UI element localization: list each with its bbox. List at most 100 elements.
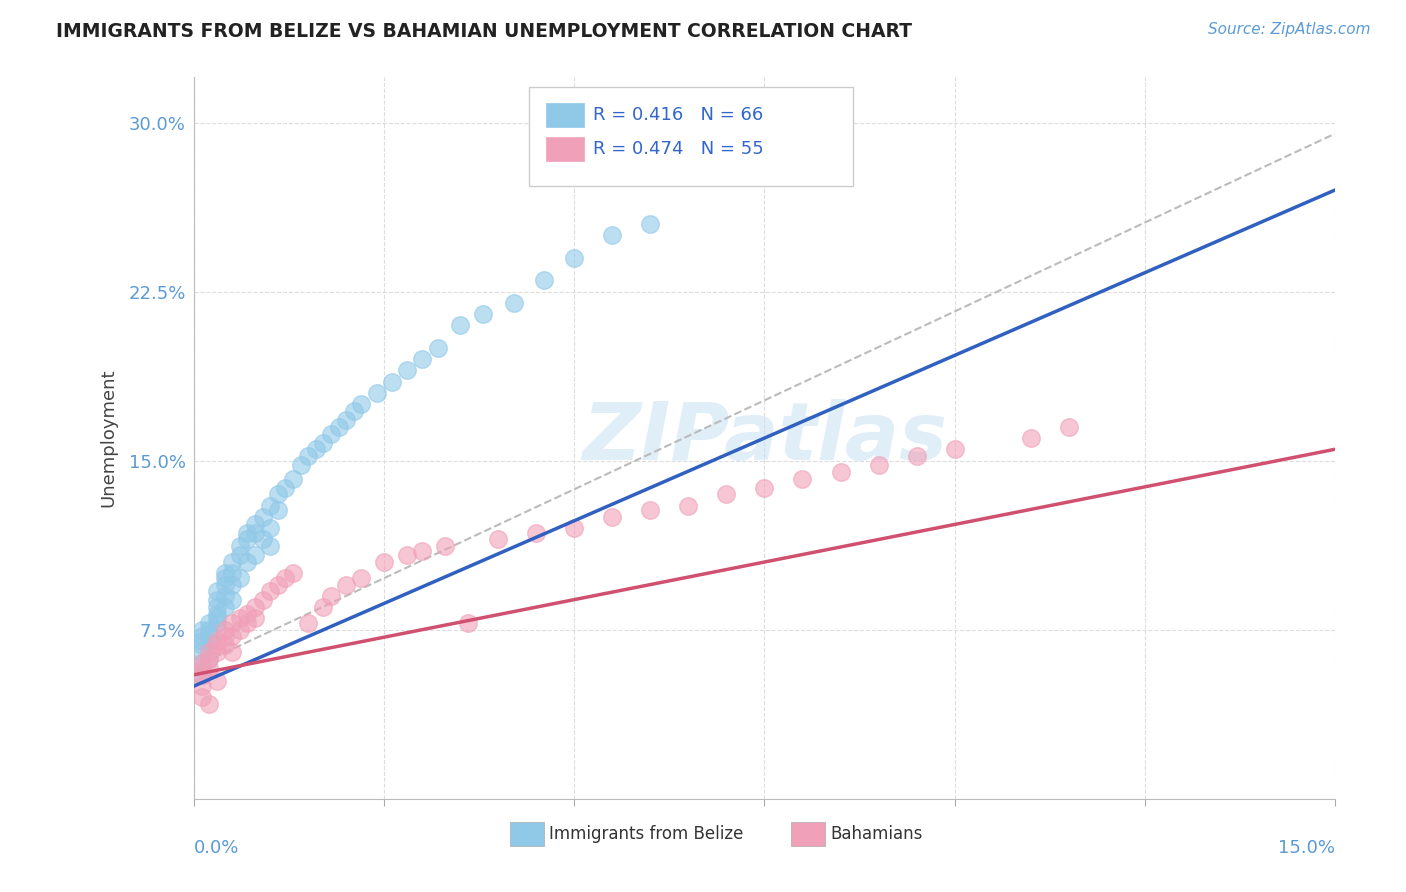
Point bbox=[449, 318, 471, 333]
Point bbox=[205, 593, 228, 607]
Point bbox=[502, 295, 524, 310]
Point bbox=[205, 674, 228, 689]
Point bbox=[259, 539, 281, 553]
Point bbox=[229, 549, 252, 563]
Point bbox=[319, 589, 342, 603]
Point bbox=[267, 487, 290, 501]
Point bbox=[328, 419, 350, 434]
Point bbox=[274, 571, 297, 585]
Point bbox=[191, 657, 214, 671]
Point bbox=[205, 607, 228, 621]
Point bbox=[564, 521, 586, 535]
Point bbox=[252, 533, 274, 547]
Point bbox=[198, 652, 221, 666]
Point bbox=[905, 449, 928, 463]
Point bbox=[564, 251, 586, 265]
Point bbox=[486, 533, 509, 547]
Point bbox=[678, 499, 700, 513]
Point bbox=[943, 442, 966, 457]
Point bbox=[198, 645, 221, 659]
Point bbox=[252, 593, 274, 607]
Point bbox=[191, 690, 214, 705]
Point bbox=[191, 645, 214, 659]
Point bbox=[1019, 431, 1042, 445]
Point bbox=[243, 516, 266, 531]
Point bbox=[229, 611, 252, 625]
Point bbox=[221, 615, 243, 630]
Point bbox=[830, 465, 852, 479]
Point bbox=[754, 481, 776, 495]
Point bbox=[205, 639, 228, 653]
Point bbox=[533, 273, 555, 287]
Point bbox=[198, 623, 221, 637]
Point bbox=[290, 458, 312, 472]
Point bbox=[229, 539, 252, 553]
Point bbox=[281, 472, 304, 486]
Point bbox=[205, 615, 228, 630]
Point bbox=[602, 228, 624, 243]
Point bbox=[259, 584, 281, 599]
Point bbox=[191, 667, 214, 681]
Point bbox=[205, 634, 228, 648]
Point bbox=[274, 481, 297, 495]
Point bbox=[396, 363, 419, 377]
Point bbox=[381, 375, 404, 389]
Point bbox=[411, 352, 433, 367]
Point bbox=[214, 600, 236, 615]
Text: Bahamians: Bahamians bbox=[831, 825, 922, 843]
Point bbox=[252, 510, 274, 524]
Point bbox=[205, 611, 228, 625]
Point bbox=[221, 577, 243, 591]
Point bbox=[214, 589, 236, 603]
Point bbox=[312, 435, 335, 450]
Point bbox=[214, 629, 236, 643]
Point bbox=[229, 623, 252, 637]
Point bbox=[366, 386, 388, 401]
Point bbox=[236, 615, 259, 630]
Point bbox=[267, 503, 290, 517]
Point bbox=[312, 600, 335, 615]
Text: IMMIGRANTS FROM BELIZE VS BAHAMIAN UNEMPLOYMENT CORRELATION CHART: IMMIGRANTS FROM BELIZE VS BAHAMIAN UNEMP… bbox=[56, 22, 912, 41]
Point bbox=[524, 525, 547, 540]
Point bbox=[221, 645, 243, 659]
Point bbox=[221, 629, 243, 643]
Point bbox=[205, 600, 228, 615]
Point bbox=[281, 566, 304, 581]
Point bbox=[198, 652, 221, 666]
Point bbox=[191, 623, 214, 637]
Text: Source: ZipAtlas.com: Source: ZipAtlas.com bbox=[1208, 22, 1371, 37]
Point bbox=[214, 577, 236, 591]
Point bbox=[716, 487, 738, 501]
Text: 0.0%: 0.0% bbox=[194, 838, 239, 857]
Point bbox=[350, 571, 373, 585]
Point bbox=[221, 566, 243, 581]
Point bbox=[335, 413, 357, 427]
Point bbox=[411, 543, 433, 558]
Point bbox=[1057, 419, 1080, 434]
Point bbox=[191, 661, 214, 675]
Point bbox=[335, 577, 357, 591]
Point bbox=[205, 584, 228, 599]
Point bbox=[236, 555, 259, 569]
Y-axis label: Unemployment: Unemployment bbox=[100, 368, 117, 508]
Point bbox=[259, 521, 281, 535]
Point bbox=[191, 679, 214, 693]
Point bbox=[640, 503, 662, 517]
Point bbox=[350, 397, 373, 411]
Point bbox=[319, 426, 342, 441]
Point bbox=[243, 549, 266, 563]
Text: R = 0.474   N = 55: R = 0.474 N = 55 bbox=[592, 140, 763, 158]
Point bbox=[221, 593, 243, 607]
Point bbox=[205, 645, 228, 659]
Point bbox=[297, 615, 319, 630]
Point bbox=[243, 525, 266, 540]
Point bbox=[373, 555, 395, 569]
Point bbox=[434, 539, 457, 553]
Point bbox=[198, 615, 221, 630]
Point bbox=[214, 639, 236, 653]
Point bbox=[297, 449, 319, 463]
Point bbox=[236, 525, 259, 540]
Point bbox=[457, 615, 479, 630]
Point bbox=[868, 458, 890, 472]
Point bbox=[792, 472, 814, 486]
